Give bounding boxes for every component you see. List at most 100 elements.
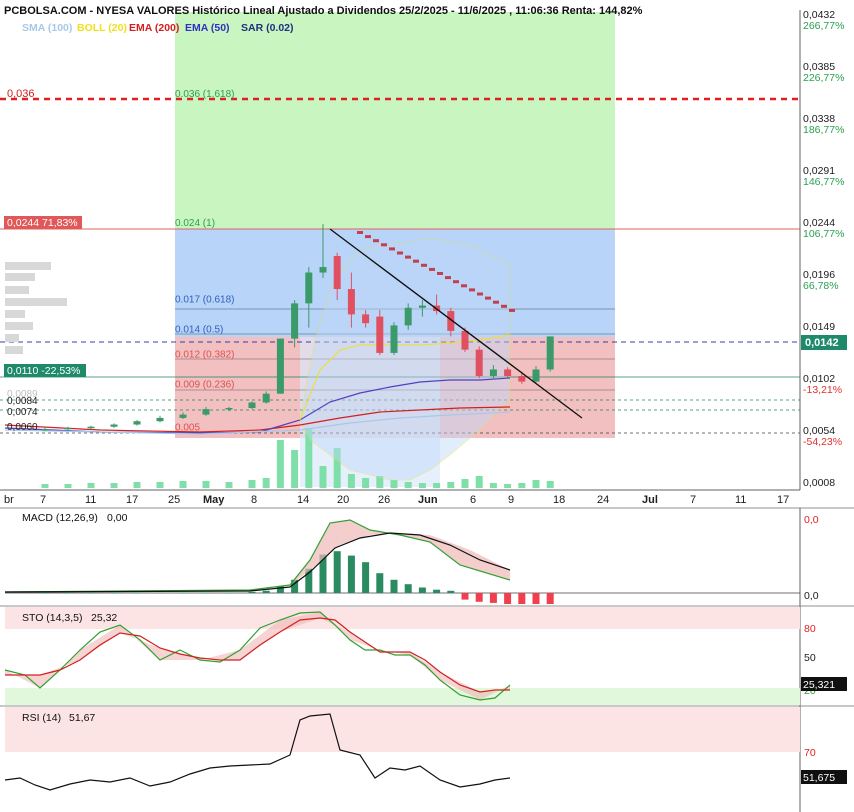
- sar-dot: [405, 255, 411, 259]
- sar-dot: [389, 247, 395, 251]
- sto-label: STO (14,3,5): [22, 612, 83, 624]
- rsi-tag: 51,675: [803, 772, 835, 784]
- macd-bar: [305, 568, 313, 593]
- last-label-bg: [4, 364, 86, 377]
- candle-body: [404, 307, 412, 326]
- macd-bar: [489, 593, 497, 603]
- candle-body: [546, 336, 554, 370]
- x-tick: 8: [251, 494, 257, 506]
- current-price-tag-bg: [801, 335, 847, 350]
- sar-dot: [429, 267, 435, 271]
- candle-body: [41, 428, 49, 431]
- macd-bar: [291, 579, 299, 593]
- sto-panel: STO (14,3,5) 25,32 80 50 20 25,321: [0, 605, 854, 706]
- pct-tick: -13,21%: [803, 384, 842, 396]
- x-tick: 17: [777, 494, 789, 506]
- macd-bar: [64, 593, 72, 594]
- candle-body: [319, 267, 327, 273]
- candle-body: [461, 330, 469, 350]
- candle-body: [110, 424, 118, 427]
- legend-item: SMA (100): [22, 22, 72, 34]
- sar-dot: [373, 239, 379, 243]
- volume-bar: [225, 482, 233, 488]
- macd-bar: [225, 593, 233, 594]
- x-tick: 18: [553, 494, 565, 506]
- sto-k-line: [4, 611, 511, 701]
- macd-bar: [461, 593, 469, 600]
- macd-bar: [41, 593, 49, 594]
- x-tick: 20: [337, 494, 349, 506]
- price-tick: 0,0054: [803, 425, 835, 437]
- volume-bar: [110, 483, 118, 488]
- macd-bar: [248, 591, 256, 593]
- macd-bar: [110, 593, 118, 594]
- sar-dot: [493, 300, 499, 304]
- volume-bar: [390, 480, 398, 488]
- sto-value: 25,32: [91, 612, 117, 624]
- rsi-label: RSI (14): [22, 712, 61, 724]
- candle-body: [156, 417, 164, 422]
- volume-bar: [418, 483, 426, 488]
- candle-body: [64, 427, 72, 430]
- pct-tick: 66,78%: [803, 280, 839, 292]
- x-tick: 11: [85, 494, 96, 506]
- candle-body: [202, 409, 210, 415]
- candle-body: [418, 305, 426, 308]
- volume-bar: [546, 481, 554, 488]
- macd-signal: [4, 532, 511, 593]
- x-tick: 25: [168, 494, 180, 506]
- macd-bar: [475, 593, 483, 602]
- volume-bar: [518, 483, 526, 488]
- rsi-axis-70: 70: [804, 747, 816, 759]
- faded-level-label: 0,0089: [7, 389, 38, 400]
- fib-label: 0.036 (1.618): [175, 89, 235, 100]
- sar-dot: [469, 288, 475, 292]
- macd-axis-zero: 0,0: [804, 590, 819, 602]
- macd-bar: [262, 590, 270, 593]
- boll-mid-line: [299, 334, 511, 421]
- macd-label: MACD (12,26,9): [22, 512, 98, 524]
- price-tick: 0,0244: [803, 217, 835, 229]
- candle-body: [347, 289, 355, 315]
- rsi-line: [4, 713, 511, 791]
- volume-bar: [404, 482, 412, 488]
- volume-bar: [202, 481, 210, 488]
- volume-bar: [347, 474, 355, 488]
- fib-zone-green: [175, 12, 615, 229]
- sar-dot: [509, 308, 515, 312]
- price-panel: 0.036 (1.618) 0.024 (1) 0.017 (0.618) 0.014…: [0, 5, 847, 506]
- high-label-bg: [4, 216, 82, 229]
- volume-bar: [461, 479, 469, 488]
- legend-item: SAR (0.02): [241, 22, 294, 34]
- chart-title: PCBOLSA.COM - NYESA VALORES Histórico Li…: [4, 5, 643, 17]
- price-tick: 0,0385: [803, 61, 835, 73]
- level-label-2: 0,0074: [7, 407, 38, 418]
- macd-bar: [546, 593, 554, 604]
- macd-bar: [504, 593, 512, 604]
- pct-tick: 146,77%: [803, 176, 844, 188]
- price-tick: 0,0149: [803, 321, 835, 333]
- volume-profile: [5, 262, 67, 354]
- fib-zone-blue: [175, 229, 615, 337]
- high-label: 0,0244 71,83%: [7, 217, 78, 229]
- volume-bar: [376, 476, 384, 488]
- volume-bar: [532, 480, 540, 488]
- price-tick: 0,0432: [803, 9, 835, 21]
- sar-dot: [357, 231, 363, 234]
- legend-item: EMA (50): [185, 22, 230, 34]
- candle-body: [276, 338, 284, 394]
- sar-dot: [461, 284, 467, 288]
- candle-body: [390, 325, 398, 353]
- indicator-legend: SMA (100) BOLL (20) EMA (200) EMA (50) SAR (…: [22, 22, 294, 34]
- x-tick: 6: [470, 494, 476, 506]
- macd-line: [4, 519, 511, 593]
- candle-body: [532, 369, 540, 382]
- volume-bar: [362, 478, 370, 488]
- volume-bar: [291, 450, 299, 488]
- sar-dot: [413, 259, 419, 263]
- volume-bar: [41, 484, 49, 488]
- ema-200-line: [4, 406, 511, 433]
- macd-bar: [376, 573, 384, 593]
- volume-bar: [87, 483, 95, 488]
